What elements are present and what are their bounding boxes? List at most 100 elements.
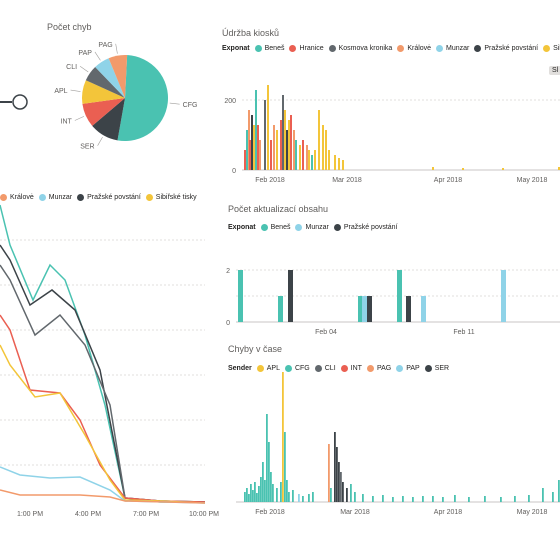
x-tick-label: Feb 2018: [255, 177, 285, 184]
legend-item[interactable]: SER: [424, 365, 449, 372]
error-spike: [432, 496, 434, 502]
update-bar: [362, 296, 367, 322]
legend-item[interactable]: Královė: [397, 45, 431, 52]
x-tick-label: Mar 2018: [332, 177, 362, 184]
legend-dot: [340, 365, 348, 372]
legend-item[interactable]: Pražské povstání: [474, 45, 538, 52]
legend-item[interactable]: Munzar: [295, 224, 329, 231]
pie-slice-label: APL: [54, 88, 67, 95]
series-line: [0, 314, 206, 503]
legend-label: PAP: [406, 365, 420, 372]
legend-item[interactable]: APL: [256, 365, 280, 372]
legend-dot: [328, 45, 336, 52]
legend-label: Královė: [10, 194, 34, 201]
update-bar: [421, 296, 426, 322]
error-spike: [286, 480, 288, 502]
pie-slice-label: INT: [61, 118, 73, 125]
y-tick-label: 0: [232, 168, 236, 175]
legend-item[interactable]: Beneš: [254, 45, 285, 52]
legend-item[interactable]: Sibiřské tisky: [145, 194, 197, 201]
legend-item[interactable]: Beneš: [260, 224, 291, 231]
legend-label: Hranice: [299, 45, 324, 52]
error-spike: [342, 482, 344, 502]
x-tick-label: 7:00 PM: [133, 511, 159, 518]
slider-handle[interactable]: [0, 92, 30, 112]
error-spike: [264, 480, 266, 502]
legend-item[interactable]: CFG: [284, 365, 310, 372]
pie-slice: [108, 55, 128, 98]
kiosk-title: Údržba kiosků: [222, 28, 280, 38]
x-tick-label: 1:00 PM: [17, 511, 43, 518]
error-spike: [268, 442, 270, 502]
error-spike: [262, 462, 264, 502]
legend-item[interactable]: Pražské povstání: [77, 194, 141, 201]
pie-slice-label: CLI: [66, 64, 77, 71]
legend-label: CFG: [294, 365, 310, 372]
legend-dot: [77, 194, 85, 201]
legend-label: Beneš: [264, 45, 285, 52]
legend-item[interactable]: Pražské povstání: [333, 224, 398, 231]
kiosk-bar: [314, 150, 316, 170]
errors-title: Chyby v čase: [228, 344, 283, 354]
error-spike: [282, 372, 284, 502]
kiosk-bar: [311, 155, 313, 170]
kiosk-bar: [302, 140, 304, 170]
y-tick-label: 0: [226, 320, 230, 327]
y-tick-label: 2: [226, 268, 230, 275]
legend-item[interactable]: Hranice: [289, 45, 324, 52]
kiosk-bar: [253, 125, 255, 170]
pie-leader-line: [97, 136, 103, 146]
legend-label: PAG: [376, 365, 392, 372]
line-legend: Královė Munzar Pražské povstání Sibiřské ti…: [0, 194, 202, 201]
pie-leader-line: [115, 43, 118, 54]
legend-item[interactable]: Munzar: [38, 194, 72, 201]
pie-slice: [85, 67, 125, 98]
pie-slice-label: PAP: [78, 50, 92, 57]
legend-item[interactable]: CLI: [314, 365, 336, 372]
legend-item[interactable]: Královė: [0, 194, 34, 201]
pie-leader-line: [74, 116, 85, 121]
legend-dot: [396, 365, 404, 372]
kiosk-bar: [282, 95, 284, 170]
update-bar: [397, 270, 402, 322]
error-spike: [336, 447, 338, 502]
error-spike: [328, 444, 330, 502]
update-bar: [288, 270, 293, 322]
line-chart: 1:00 PM 4:00 PM 7:00 PM 10:00 PM: [0, 204, 219, 518]
pie-slice: [82, 98, 125, 126]
kiosk-bar: [306, 145, 308, 170]
pie-slice-label: PAG: [98, 42, 112, 49]
error-spike: [288, 492, 290, 502]
pie-leader-line: [79, 66, 89, 73]
legend-dot: [284, 365, 292, 372]
legend-item[interactable]: PAP: [396, 365, 420, 372]
error-spike: [302, 496, 304, 502]
kiosk-bar: [257, 125, 259, 170]
legend-item[interactable]: Kosmova kronika: [328, 45, 392, 52]
legend-header: Exponat: [222, 45, 250, 52]
x-tick-label: Feb 2018: [255, 509, 285, 516]
legend-dot: [256, 365, 264, 372]
legend-item[interactable]: Sibi: [543, 45, 560, 52]
pie-slice: [92, 98, 125, 141]
slicer-button[interactable]: Sl: [549, 66, 560, 75]
pie-slice-label: SER: [80, 144, 94, 151]
error-spike: [422, 496, 424, 502]
kiosk-bar: [290, 115, 292, 170]
legend-label: Pražské povstání: [343, 224, 398, 231]
kiosk-bar: [255, 90, 257, 170]
legend-item[interactable]: INT: [340, 365, 362, 372]
legend-item[interactable]: PAG: [366, 365, 392, 372]
kiosk-bar: [325, 130, 327, 170]
errors-chart: Feb 2018 Mar 2018 Apr 2018 May 2018: [236, 372, 560, 516]
legend-label: Beneš: [270, 224, 291, 231]
legend-dot: [254, 45, 262, 52]
pie-title: Počet chyb: [47, 22, 92, 32]
legend-item[interactable]: Munzar: [436, 45, 469, 52]
kiosk-bar: [308, 150, 310, 170]
legend-dot: [314, 365, 322, 372]
legend-dot: [289, 45, 297, 52]
update-bar: [501, 270, 506, 322]
error-spike: [454, 495, 456, 502]
